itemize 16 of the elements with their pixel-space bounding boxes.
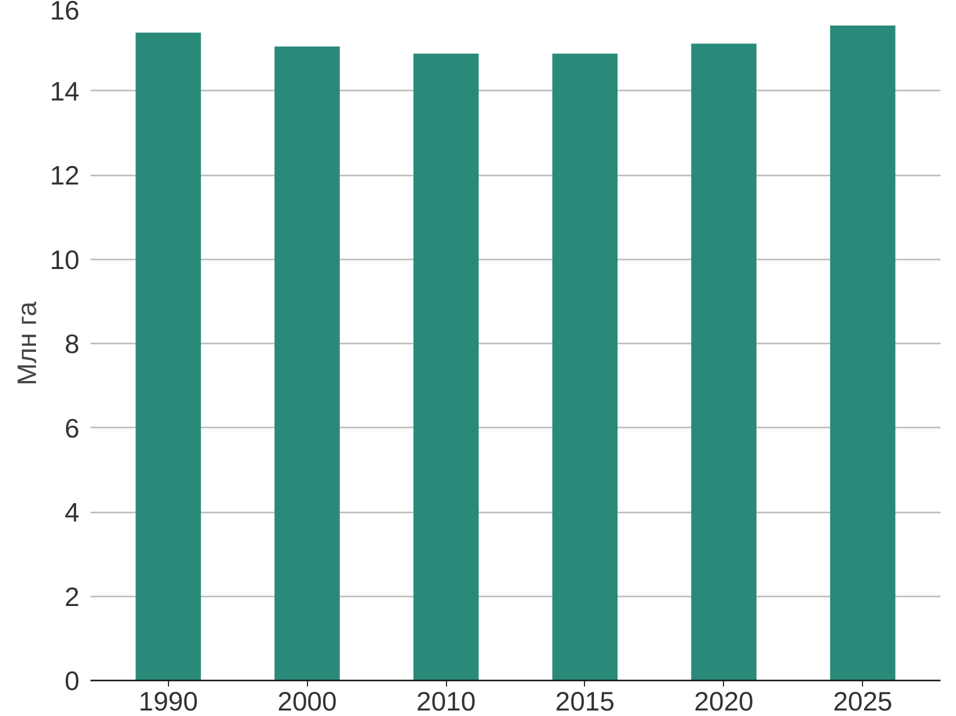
x-tick-label: 2010: [416, 686, 476, 716]
y-tick-label: 4: [64, 498, 80, 528]
y-tick-label: 2: [64, 582, 80, 612]
y-tick-label: 0: [64, 666, 80, 696]
y-tick-label: 12: [50, 160, 80, 190]
y-tick-label: 10: [50, 244, 80, 275]
y-tick-label: 6: [64, 413, 80, 444]
y-tick-label: 16: [50, 0, 80, 26]
x-tick-label: 2015: [555, 686, 615, 716]
x-tick-label: 2000: [278, 686, 337, 716]
y-axis-title: Млн га: [12, 301, 42, 386]
x-tick-label: 2025: [833, 686, 892, 716]
y-tick-label: 14: [50, 76, 80, 106]
x-tick-label: 1990: [138, 686, 198, 716]
y-tick-label: 8: [64, 329, 80, 359]
x-tick-label: 2020: [694, 686, 754, 716]
